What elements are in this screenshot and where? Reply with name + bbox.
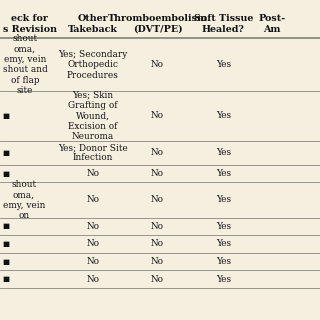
Text: shout
oma,
emy, vein
on: shout oma, emy, vein on	[3, 180, 45, 220]
Text: ■: ■	[3, 275, 10, 283]
Text: No: No	[151, 111, 164, 121]
Text: Yes; Donor Site
Infection: Yes; Donor Site Infection	[58, 143, 128, 163]
Text: No: No	[86, 239, 99, 249]
Text: No: No	[151, 60, 164, 69]
Text: Other
Takeback: Other Takeback	[68, 14, 118, 34]
Text: No: No	[151, 148, 164, 157]
Text: No: No	[151, 275, 164, 284]
Text: No: No	[86, 257, 99, 266]
Text: No: No	[86, 222, 99, 231]
Text: Yes; Skin
Grafting of
Wound,
Excision of
Neuroma: Yes; Skin Grafting of Wound, Excision of…	[68, 91, 117, 141]
Text: Yes; Secondary
Orthopedic
Procedures: Yes; Secondary Orthopedic Procedures	[58, 50, 127, 80]
Text: No: No	[151, 257, 164, 266]
Text: ■: ■	[3, 258, 10, 266]
Text: ■: ■	[3, 240, 10, 248]
Text: ■: ■	[3, 222, 10, 230]
Text: ■: ■	[3, 170, 10, 178]
Text: eck for
s Revision: eck for s Revision	[3, 14, 57, 34]
Text: Yes: Yes	[216, 148, 231, 157]
Text: No: No	[86, 196, 99, 204]
Text: Yes: Yes	[216, 257, 231, 266]
Text: Yes: Yes	[216, 111, 231, 121]
Text: Thromboembolism
(DVT/PE): Thromboembolism (DVT/PE)	[108, 14, 208, 34]
Text: ■: ■	[3, 149, 10, 157]
Text: No: No	[151, 222, 164, 231]
Text: No: No	[151, 196, 164, 204]
Text: No: No	[151, 239, 164, 249]
Text: ■: ■	[3, 112, 10, 120]
Text: Yes: Yes	[216, 275, 231, 284]
Text: Yes: Yes	[216, 169, 231, 178]
Text: Yes: Yes	[216, 239, 231, 249]
Text: Yes: Yes	[216, 222, 231, 231]
Text: Yes: Yes	[216, 60, 231, 69]
Text: Post-
Am: Post- Am	[259, 14, 285, 34]
Text: Yes: Yes	[216, 196, 231, 204]
Text: shout
oma,
emy, vein
shout and
of flap
site: shout oma, emy, vein shout and of flap s…	[3, 34, 47, 95]
Text: No: No	[86, 275, 99, 284]
Text: No: No	[151, 169, 164, 178]
Text: Soft Tissue
Healed?: Soft Tissue Healed?	[194, 14, 253, 34]
Text: No: No	[86, 169, 99, 178]
